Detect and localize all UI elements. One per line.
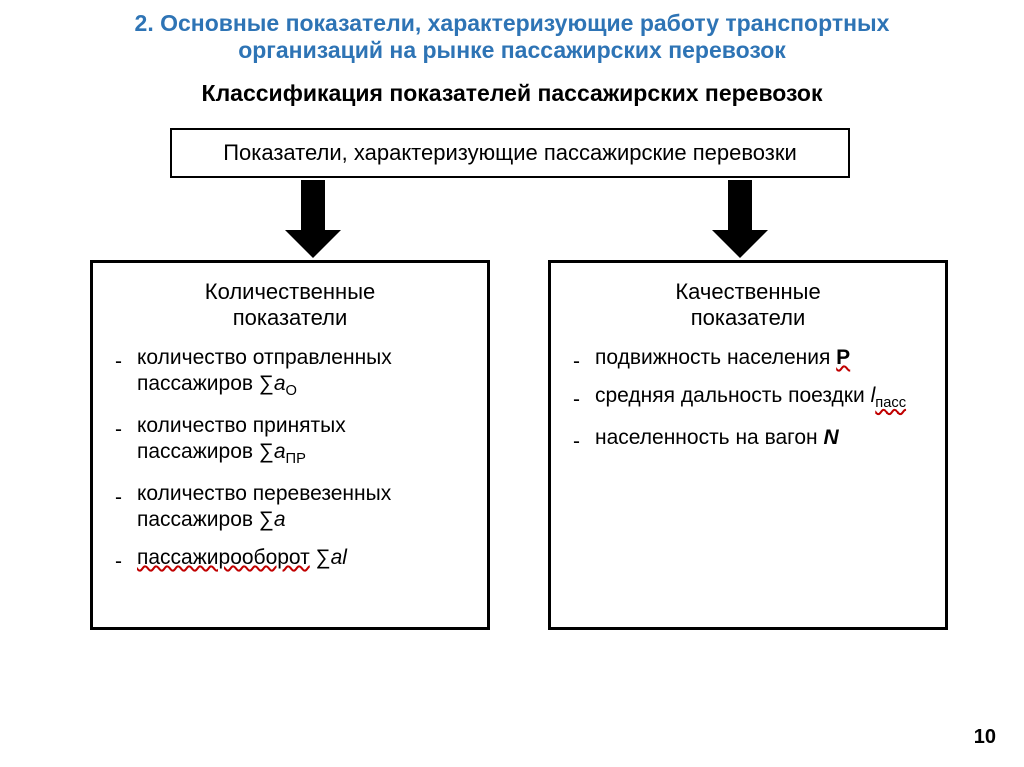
title-line1: 2. Основные показатели, характеризующие … <box>135 10 890 36</box>
bullet: - <box>115 485 122 511</box>
list-item: -количество перевезенных пассажиров ∑a <box>115 481 465 534</box>
bullet: - <box>573 429 580 455</box>
list-item: -количество принятых пассажиров ∑aПР <box>115 413 465 469</box>
page-subtitle: Классификация показателей пассажирских п… <box>60 80 964 107</box>
left-heading: Количественные показатели <box>115 279 465 331</box>
bullet: - <box>115 349 122 375</box>
right-heading: Качественные показатели <box>573 279 923 331</box>
bullet: - <box>573 387 580 413</box>
item-text: населенность на вагон N <box>595 426 839 449</box>
list-item: -пассажирооборот ∑al <box>115 545 465 571</box>
root-box-text: Показатели, характеризующие пассажирские… <box>223 140 797 166</box>
list-item: -количество отправленных пассажиров ∑aО <box>115 345 465 401</box>
item-text: количество отправленных пассажиров ∑aО <box>137 346 392 395</box>
title-line2: организаций на рынке пассажирских перево… <box>238 37 786 63</box>
right-box: Качественные показатели -подвижность нас… <box>548 260 948 630</box>
bullet: - <box>115 417 122 443</box>
arrow-right <box>712 180 768 258</box>
left-box: Количественные показатели -количество от… <box>90 260 490 630</box>
list-item: -населенность на вагон N <box>573 425 923 451</box>
page-title: 2. Основные показатели, характеризующие … <box>60 10 964 64</box>
item-text: средняя дальность поездки lпасс <box>595 384 906 407</box>
right-item-list: -подвижность населения P-средняя дальнос… <box>573 345 923 451</box>
root-box: Показатели, характеризующие пассажирские… <box>170 128 850 178</box>
item-text: количество принятых пассажиров ∑aПР <box>137 414 346 463</box>
page-number: 10 <box>974 726 996 749</box>
slide: 2. Основные показатели, характеризующие … <box>0 0 1024 767</box>
item-text: пассажирооборот ∑al <box>137 546 347 569</box>
item-text: количество перевезенных пассажиров ∑a <box>137 482 391 531</box>
item-text: подвижность населения P <box>595 346 850 369</box>
bullet: - <box>115 549 122 575</box>
list-item: -подвижность населения P <box>573 345 923 371</box>
list-item: -средняя дальность поездки lпасс <box>573 383 923 413</box>
arrow-left <box>285 180 341 258</box>
left-item-list: -количество отправленных пассажиров ∑aО-… <box>115 345 465 571</box>
bullet: - <box>573 349 580 375</box>
